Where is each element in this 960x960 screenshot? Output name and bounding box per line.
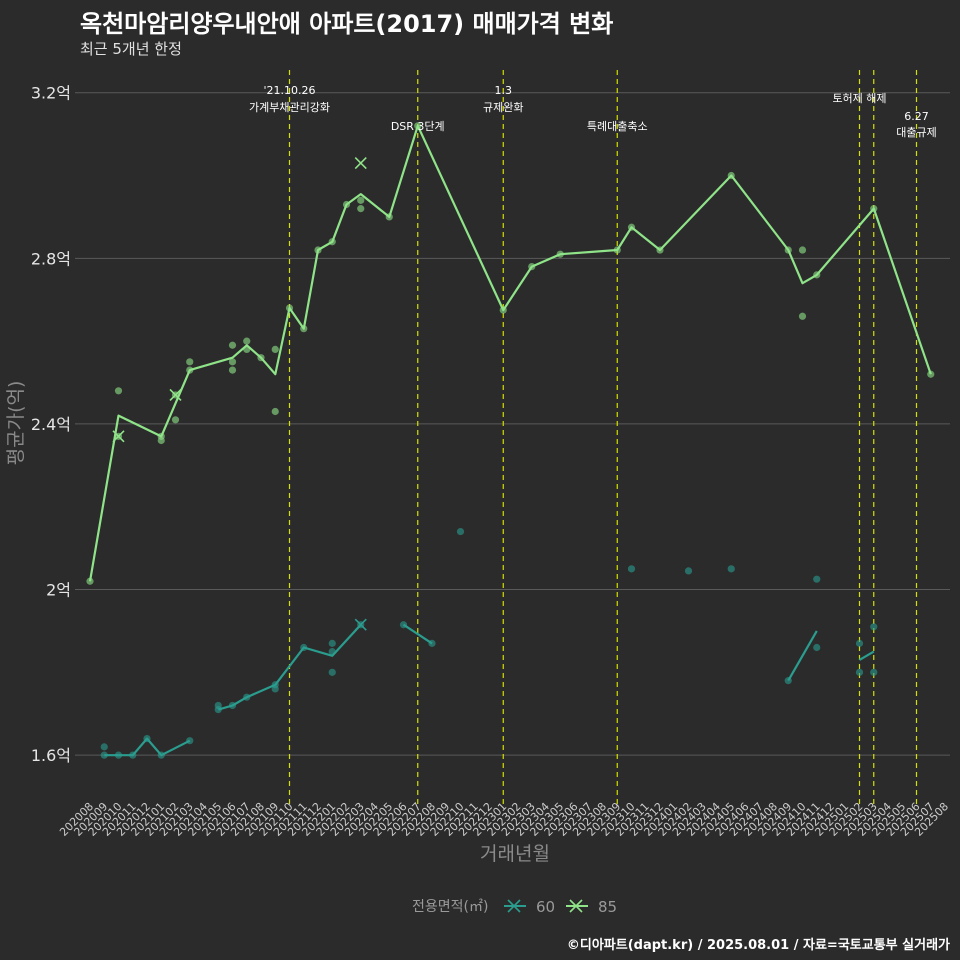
data-point: [328, 668, 336, 676]
y-tick-label: 2억: [46, 581, 71, 600]
legend-label: 85: [598, 898, 617, 916]
data-point: [627, 565, 636, 573]
data-point: [271, 407, 279, 416]
y-tick-label: 2.4억: [31, 415, 71, 434]
grid-layer: [75, 92, 950, 756]
data-point: [357, 205, 365, 213]
series-layer: [86, 122, 935, 759]
y-tick-label: 2.8억: [31, 249, 71, 268]
legend: 전용면적(㎡) 60 85: [412, 898, 617, 916]
data-point: [456, 527, 465, 536]
legend-item-60: 60: [504, 898, 555, 916]
data-point: [328, 639, 336, 647]
series-line: [104, 737, 191, 757]
event-annotation: 6.27: [904, 110, 929, 123]
event-lines: [288, 70, 918, 808]
data-point: [186, 358, 194, 366]
data-point: [813, 575, 821, 583]
source-caption: ©디아파트(dapt.kr) / 2025.08.01 / 자료=국토교통부 실…: [566, 938, 950, 953]
data-point: [214, 706, 222, 714]
data-point: [271, 345, 279, 354]
chart-subtitle: 최근 5개년 한정: [80, 40, 182, 58]
legend-title: 전용면적(㎡): [412, 899, 488, 915]
data-point: [100, 751, 108, 759]
data-point: [684, 567, 693, 575]
series-60: [100, 527, 878, 759]
event-annotation: DSR 3단계: [391, 120, 445, 133]
x-axis: 2020082020092020102020112020122021012021…: [57, 800, 951, 839]
x-marker: [169, 388, 182, 402]
data-point: [798, 246, 807, 254]
series-line: [858, 650, 875, 661]
data-point: [228, 366, 237, 374]
event-annotation: 가계부채관리강화: [249, 101, 330, 114]
y-tick-label: 3.2억: [31, 84, 71, 103]
event-annotation: 1.3: [495, 84, 513, 97]
series-line: [217, 623, 362, 711]
series-line: [402, 623, 433, 645]
data-point: [855, 639, 864, 647]
data-point: [114, 387, 123, 395]
legend-item-85: 85: [566, 898, 617, 916]
data-point: [798, 312, 807, 320]
data-point: [100, 743, 108, 751]
event-annotation: 특례대출축소: [587, 120, 648, 133]
data-point: [357, 196, 365, 204]
x-axis-label: 거래년월: [480, 843, 550, 865]
x-marker: [354, 618, 367, 631]
data-point: [727, 565, 735, 573]
y-axis-label: 평균가(억): [5, 381, 27, 466]
data-point: [813, 643, 821, 652]
data-point: [271, 685, 279, 693]
legend-label: 60: [536, 898, 555, 916]
data-point: [870, 623, 878, 631]
legend-x-marker: [507, 899, 521, 913]
event-annotation: 대출규제: [896, 126, 936, 139]
event-annotation: '21.10.26: [263, 84, 315, 97]
series-line: [787, 630, 818, 682]
x-marker: [112, 430, 125, 443]
event-annotation: 규제완화: [483, 101, 523, 114]
series-85: [86, 122, 935, 585]
legend-x-marker: [569, 899, 583, 913]
y-axis: 1.6억 2억 2.4억 2.8억 3.2억: [31, 84, 71, 765]
event-annotation: 토허제 해제: [832, 91, 886, 105]
chart-title: 옥천마암리양우내안애 아파트(2017) 매매가격 변화: [80, 10, 614, 38]
data-point: [228, 358, 237, 366]
data-point: [228, 341, 237, 349]
data-point: [243, 337, 251, 345]
data-point: [171, 416, 180, 424]
data-point: [855, 668, 864, 676]
x-marker: [354, 157, 367, 170]
data-point: [927, 370, 935, 378]
data-point: [157, 436, 165, 445]
series-line: [88, 124, 932, 582]
y-tick-label: 1.6억: [31, 746, 71, 765]
data-point: [870, 668, 878, 676]
